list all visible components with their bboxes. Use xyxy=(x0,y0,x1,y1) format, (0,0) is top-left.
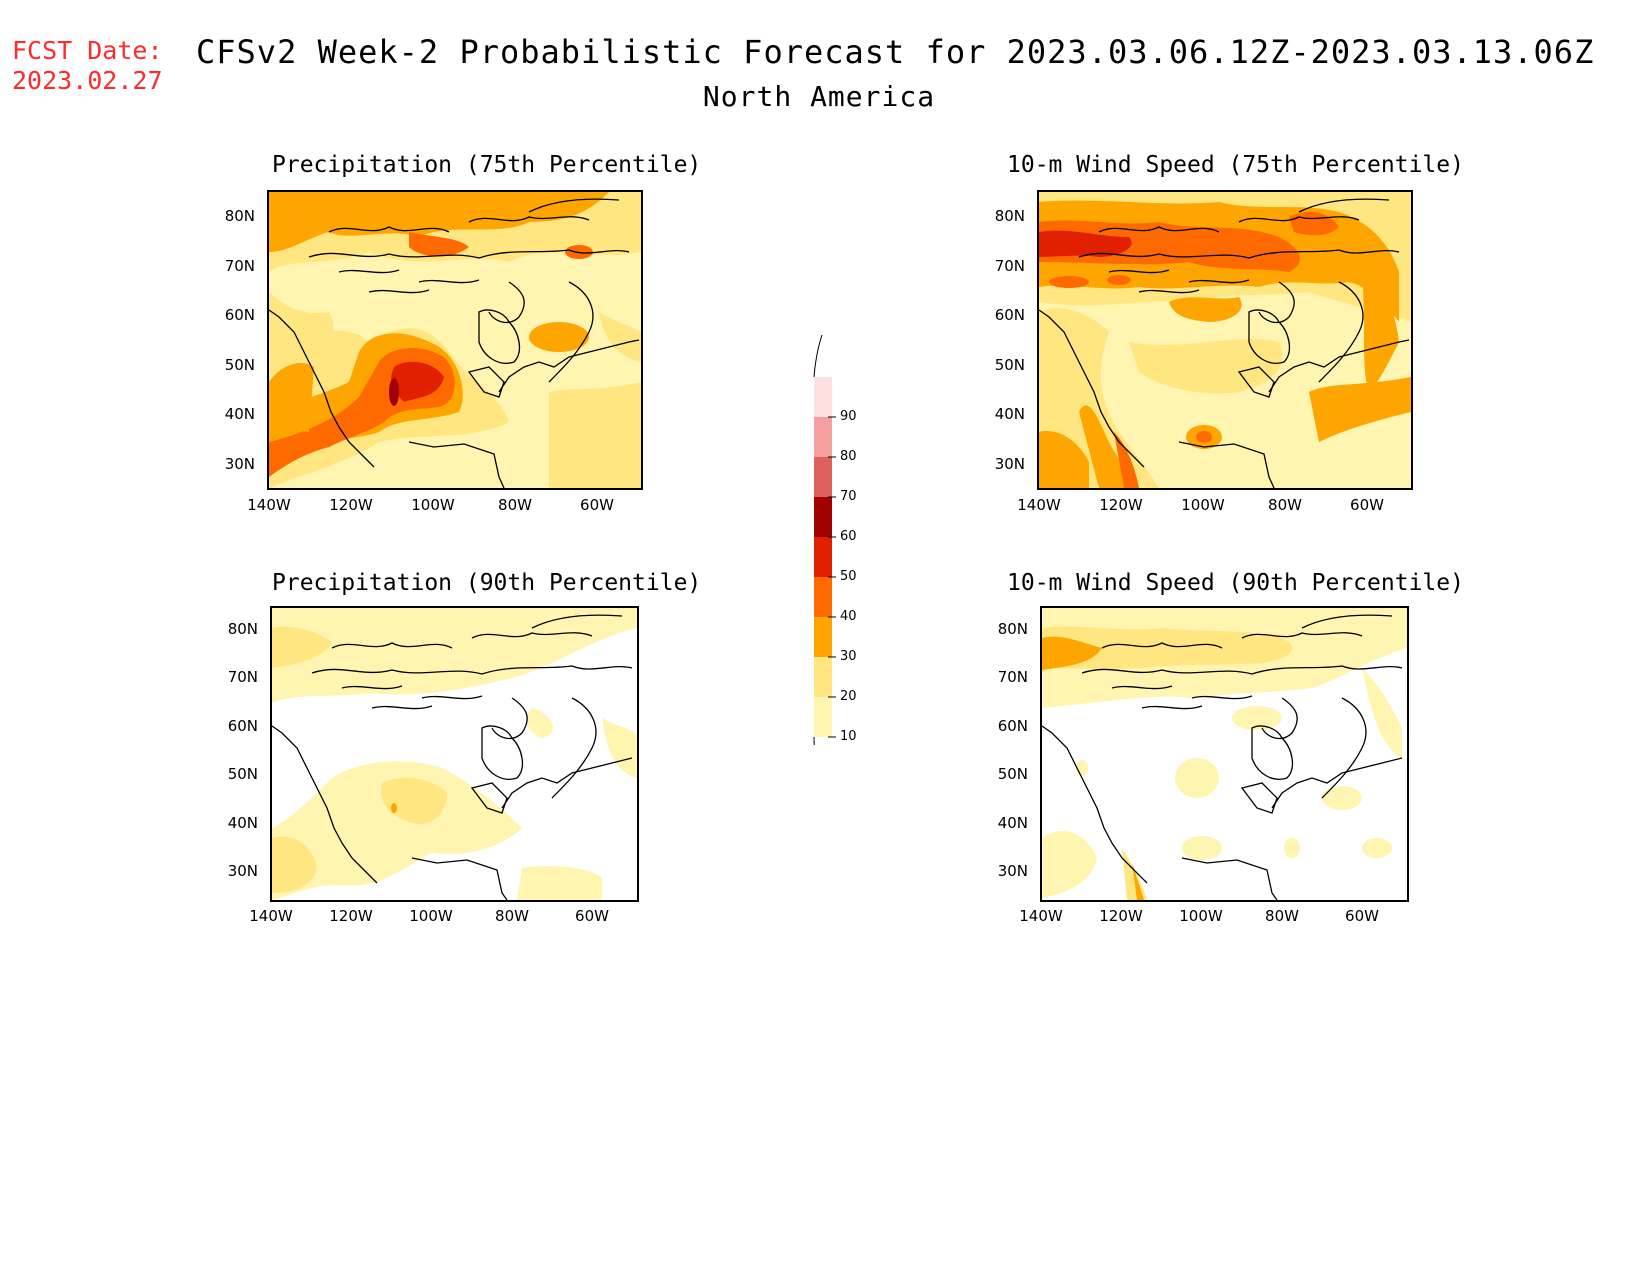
colorbar-level-label: 40 xyxy=(840,609,857,624)
lat-tick-label: 60N xyxy=(224,306,255,324)
lat-tick-label: 50N xyxy=(997,765,1028,783)
lat-tick-label: 30N xyxy=(224,455,255,473)
precip-90-field xyxy=(272,608,637,900)
lat-tick-label: 80N xyxy=(994,207,1025,225)
lon-tick-label: 80W xyxy=(495,907,529,925)
lon-tick-label: 120W xyxy=(1099,907,1143,925)
lon-tick-label: 100W xyxy=(411,496,455,514)
colorbar-legend: 10 20 30 40 50 60 70 80 90 xyxy=(810,335,910,745)
lat-tick-label: 60N xyxy=(994,306,1025,324)
lat-tick-label: 30N xyxy=(997,862,1028,880)
forecast-date-label: FCST Date: xyxy=(12,36,163,65)
map-wind-90 xyxy=(1040,606,1409,902)
colorbar-swatch xyxy=(814,577,832,617)
colorbar-level-label: 10 xyxy=(840,729,857,744)
lat-tick-label: 70N xyxy=(227,668,258,686)
lat-tick-label: 30N xyxy=(227,862,258,880)
lon-tick-label: 100W xyxy=(1181,496,1225,514)
colorbar-swatch xyxy=(814,457,832,497)
lat-tick-label: 70N xyxy=(994,257,1025,275)
map-precip-90 xyxy=(270,606,639,902)
lon-tick-label: 140W xyxy=(249,907,293,925)
lon-tick-label: 120W xyxy=(1099,496,1143,514)
colorbar-level-label: 30 xyxy=(840,649,857,664)
lat-tick-label: 60N xyxy=(227,717,258,735)
lon-tick-label: 80W xyxy=(498,496,532,514)
lat-tick-label: 80N xyxy=(997,620,1028,638)
lat-tick-label: 40N xyxy=(997,814,1028,832)
lon-tick-label: 80W xyxy=(1265,907,1299,925)
colorbar-level-label: 70 xyxy=(840,489,857,504)
lat-tick-label: 60N xyxy=(997,717,1028,735)
colorbar-level-label: 80 xyxy=(840,449,857,464)
map-precip-75 xyxy=(267,190,643,490)
lon-tick-label: 120W xyxy=(329,907,373,925)
forecast-date-value: 2023.02.27 xyxy=(12,66,163,95)
lat-tick-label: 40N xyxy=(224,405,255,423)
lat-tick-label: 50N xyxy=(224,356,255,374)
panel-title: Precipitation (90th Percentile) xyxy=(272,570,702,596)
colorbar-level-label: 90 xyxy=(840,409,857,424)
colorbar-level-label: 60 xyxy=(840,529,857,544)
lat-tick-label: 30N xyxy=(994,455,1025,473)
lat-tick-label: 80N xyxy=(227,620,258,638)
lon-tick-label: 60W xyxy=(580,496,614,514)
panel-title: 10-m Wind Speed (90th Percentile) xyxy=(1007,570,1464,596)
lat-tick-label: 70N xyxy=(997,668,1028,686)
colorbar-swatch xyxy=(814,617,832,657)
lat-tick-label: 70N xyxy=(224,257,255,275)
region-label: North America xyxy=(702,80,936,113)
colorbar-bottom-cap xyxy=(813,736,815,745)
lat-tick-label: 50N xyxy=(227,765,258,783)
lat-tick-label: 40N xyxy=(227,814,258,832)
precip-75-field xyxy=(269,192,641,488)
lon-tick-label: 80W xyxy=(1268,496,1302,514)
wind-75-field xyxy=(1039,192,1411,488)
lon-tick-label: 100W xyxy=(1179,907,1223,925)
lon-tick-label: 120W xyxy=(329,496,373,514)
panel-title: 10-m Wind Speed (75th Percentile) xyxy=(1007,152,1464,178)
lon-tick-label: 140W xyxy=(1017,496,1061,514)
lon-tick-label: 140W xyxy=(247,496,291,514)
map-wind-75 xyxy=(1037,190,1413,490)
lat-tick-label: 80N xyxy=(224,207,255,225)
colorbar-swatch xyxy=(814,417,832,457)
panel-title: Precipitation (75th Percentile) xyxy=(272,152,702,178)
colorbar-swatch xyxy=(814,497,832,537)
colorbar-swatch xyxy=(814,377,832,417)
lon-tick-label: 60W xyxy=(1350,496,1384,514)
lon-tick-label: 140W xyxy=(1019,907,1063,925)
colorbar-top-cap xyxy=(813,335,823,378)
forecast-date-block: FCST Date: 2023.02.27 xyxy=(12,36,163,96)
wind-90-field xyxy=(1042,608,1407,900)
lon-tick-label: 60W xyxy=(575,907,609,925)
lon-tick-label: 60W xyxy=(1345,907,1379,925)
colorbar-swatches xyxy=(813,335,836,745)
colorbar-swatch xyxy=(814,697,832,737)
page-title: CFSv2 Week-2 Probabilistic Forecast for … xyxy=(196,33,1595,71)
colorbar-level-label: 50 xyxy=(840,569,857,584)
colorbar-swatch xyxy=(814,657,832,697)
lat-tick-label: 50N xyxy=(994,356,1025,374)
colorbar-level-label: 20 xyxy=(840,689,857,704)
colorbar-swatch xyxy=(814,537,832,577)
lon-tick-label: 100W xyxy=(409,907,453,925)
lat-tick-label: 40N xyxy=(994,405,1025,423)
page-subtitle: North America xyxy=(0,80,1650,113)
